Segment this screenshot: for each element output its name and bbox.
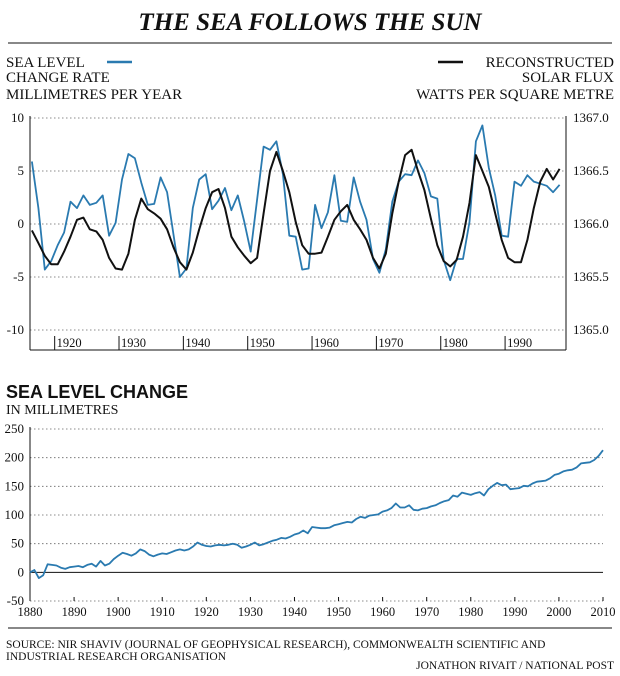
level-x-tick-label: 1970	[414, 605, 439, 619]
level-x-tick-label: 1910	[150, 605, 175, 619]
source-line-2: INDUSTRIAL RESEARCH ORGANISATION	[6, 651, 227, 663]
rate-x-tick-label: 1940	[185, 336, 210, 350]
solar-flux-line	[31, 148, 561, 271]
level-y-tick-label: 250	[5, 421, 25, 436]
legend-right-line-3: WATTS PER SQUARE METRE	[416, 87, 614, 103]
level-x-tick-label: 2000	[546, 605, 571, 619]
rate-right-tick-label: 1365.0	[573, 322, 609, 337]
legend-right-line-1: RECONSTRUCTED	[486, 55, 615, 71]
level-y-tick-label: 200	[5, 450, 25, 465]
rate-chart-series	[31, 124, 561, 282]
level-x-tick-label: 1980	[458, 605, 483, 619]
chart2-title: SEA LEVEL CHANGE	[6, 382, 188, 402]
level-x-tick-label: 2010	[591, 605, 616, 619]
rate-chart-axes: 10 5 0 -5 -10 1367.0 1366.5 1366.0 1365.5 1365.0 1…	[7, 110, 609, 351]
rate-flux-chart: SEA LEVEL CHANGE RATE MILLIMETRES PER YE…	[6, 55, 615, 351]
chart2-subtitle: IN MILLIMETRES	[6, 403, 118, 418]
rate-left-tick-label: 0	[18, 216, 25, 231]
rate-x-tick-label: 1970	[378, 336, 403, 350]
rate-x-tick-label: 1950	[250, 336, 275, 350]
legend-left-line-3: MILLIMETRES PER YEAR	[6, 87, 182, 103]
level-chart-grid	[30, 428, 603, 602]
level-y-tick-label: 150	[5, 478, 25, 493]
level-x-tick-label: 1900	[106, 605, 131, 619]
source-line-1: SOURCE: NIR SHAVIV (JOURNAL OF GEOPHYSIC…	[6, 639, 545, 651]
level-x-tick-label: 1880	[18, 605, 43, 619]
rate-right-tick-label: 1366.5	[573, 163, 609, 178]
level-x-tick-label: 1940	[282, 605, 307, 619]
legend-left-line-2: CHANGE RATE	[6, 70, 110, 86]
page-title: THE SEA FOLLOWS THE SUN	[138, 9, 482, 36]
level-chart-series	[29, 449, 604, 579]
legend-left-line-1: SEA LEVEL	[6, 55, 85, 71]
rate-x-tick-label: 1920	[57, 336, 82, 350]
level-x-tick-label: 1950	[326, 605, 351, 619]
level-x-tick-label: 1930	[238, 605, 263, 619]
level-x-tick-label: 1890	[62, 605, 87, 619]
rate-left-tick-label: 5	[18, 163, 25, 178]
level-y-tick-label: -50	[7, 593, 24, 608]
rate-right-tick-label: 1365.5	[573, 269, 609, 284]
rate-left-tick-label: 10	[11, 110, 24, 125]
legend-right-line-2: SOLAR FLUX	[522, 70, 614, 86]
rate-chart-grid	[30, 117, 566, 331]
rate-x-tick-label: 1960	[314, 336, 339, 350]
level-y-tick-label: 50	[11, 536, 24, 551]
level-x-tick-label: 1990	[502, 605, 527, 619]
rate-x-tick-label: 1990	[507, 336, 532, 350]
credit-line: JONATHON RIVAIT / NATIONAL POST	[416, 660, 614, 672]
rate-left-tick-label: -5	[13, 269, 24, 284]
sea-level-change-chart: SEA LEVEL CHANGE IN MILLIMETRES 250 200 15…	[5, 382, 616, 619]
rate-right-tick-label: 1366.0	[573, 216, 609, 231]
rate-left-tick-label: -10	[7, 322, 24, 337]
level-x-tick-label: 1920	[194, 605, 219, 619]
level-x-tick-label: 1960	[370, 605, 395, 619]
level-y-tick-label: 100	[5, 507, 25, 522]
rate-x-tick-label: 1980	[443, 336, 468, 350]
sea-level-rate-line	[31, 124, 561, 282]
sea-level-change-line	[29, 449, 604, 579]
rate-right-tick-label: 1367.0	[573, 110, 609, 125]
level-y-tick-label: 0	[18, 564, 25, 579]
rate-x-tick-label: 1930	[121, 336, 146, 350]
